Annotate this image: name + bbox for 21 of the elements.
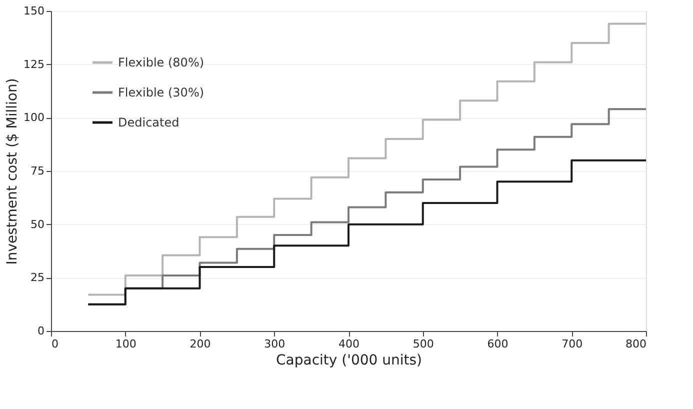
y-tick-label: 75 xyxy=(30,164,44,178)
y-axis-title: Investment cost ($ Million) xyxy=(4,78,21,265)
y-tick-label: 0 xyxy=(38,324,44,338)
legend-label: Flexible (30%) xyxy=(118,86,204,100)
x-tick-label: 800 xyxy=(626,338,646,350)
y-tick-label: 100 xyxy=(24,111,44,124)
y-tick-label: 25 xyxy=(30,271,44,284)
y-tick-label: 150 xyxy=(24,4,44,18)
x-tick-label: 500 xyxy=(412,338,434,350)
x-tick-label: 400 xyxy=(338,338,360,350)
x-tick-label: 0 xyxy=(52,338,58,350)
x-tick-label: 300 xyxy=(264,338,286,350)
x-tick-label: 700 xyxy=(562,338,583,350)
x-tick-label: 200 xyxy=(190,338,211,350)
x-tick-label: 600 xyxy=(487,338,508,350)
y-tick-label: 125 xyxy=(24,58,44,71)
y-tick-label: 50 xyxy=(30,218,44,231)
x-axis-title: Capacity ('000 units) xyxy=(276,352,422,368)
legend-label: Flexible (80%) xyxy=(118,56,204,70)
legend-label: Dedicated xyxy=(118,116,180,130)
x-tick-label: 100 xyxy=(115,338,136,350)
